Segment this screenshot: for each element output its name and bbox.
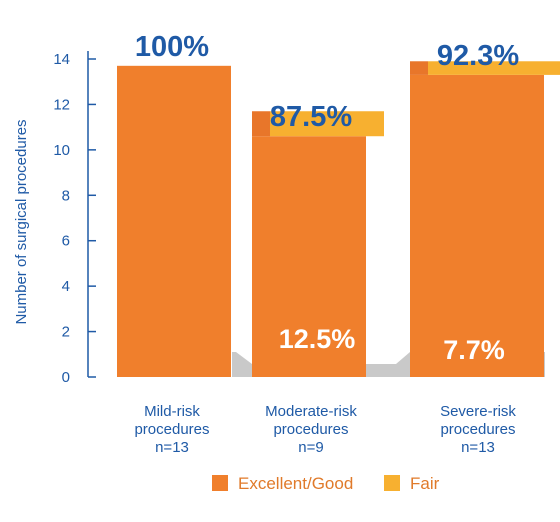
y-tick-label: 14 — [53, 51, 70, 68]
legend-swatch-1 — [384, 475, 400, 491]
category-label-0: Mild-risk procedures n=13 — [134, 403, 209, 456]
y-tick-label: 0 — [62, 369, 70, 386]
value-label-excellent-2: 92.3% — [437, 40, 519, 72]
y-tick-label: 12 — [53, 96, 70, 113]
value-label-fair-2: 7.7% — [443, 335, 505, 365]
legend-label-1: Fair — [410, 474, 440, 493]
legend-label-0: Excellent/Good — [238, 474, 353, 493]
y-tick-label: 8 — [62, 187, 70, 204]
y-tick-label: 2 — [62, 324, 70, 341]
legend-swatch-0 — [212, 475, 228, 491]
category-label-1: Moderate-risk procedures n=9 — [265, 403, 357, 456]
bar-fair-edge-2 — [410, 61, 428, 75]
bar-excellent-good-2 — [410, 74, 544, 378]
value-label-excellent-1: 87.5% — [270, 101, 352, 133]
y-tick-label: 4 — [62, 278, 70, 295]
value-label-fair-1: 12.5% — [279, 324, 356, 354]
bar-fair-edge-1 — [252, 111, 270, 137]
bar-excellent-good-0 — [117, 65, 231, 378]
bar-fair-1 — [270, 111, 384, 137]
bar-fair-2 — [428, 61, 560, 75]
y-tick-label: 6 — [62, 233, 70, 250]
y-axis-title: Number of surgical procedures — [13, 119, 30, 324]
y-tick-label: 10 — [53, 142, 70, 159]
category-label-2: Severe-risk procedures n=13 — [440, 403, 516, 456]
value-label-excellent-0: 100% — [135, 31, 209, 63]
bar-excellent-good-1 — [252, 136, 366, 377]
